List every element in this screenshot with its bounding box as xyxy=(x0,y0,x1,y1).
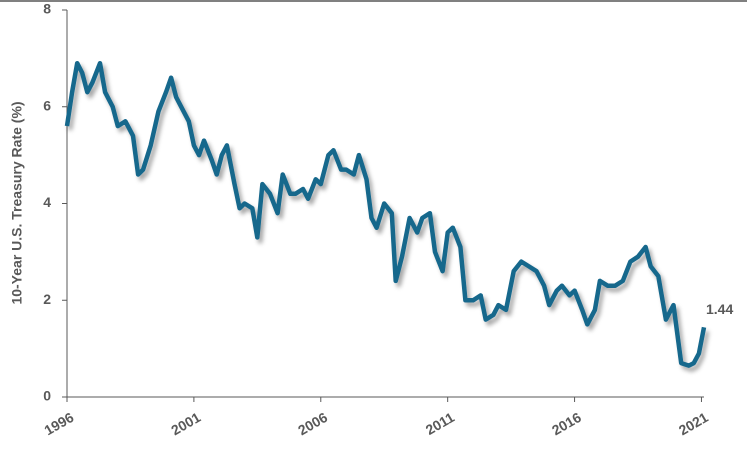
y-axis-label: 10-Year U.S. Treasury Rate (%) xyxy=(9,101,25,304)
x-tick-label: 2011 xyxy=(423,409,457,438)
x-tick-label: 1996 xyxy=(41,409,76,439)
x-tick-label: 2006 xyxy=(295,409,330,439)
y-tick-label: 0 xyxy=(43,388,51,404)
rate-line xyxy=(64,60,707,368)
x-tick-label: 2016 xyxy=(549,409,584,439)
end-annotation: 1.44 xyxy=(706,301,733,317)
y-tick-label: 2 xyxy=(43,291,51,307)
y-tick-label: 8 xyxy=(43,1,51,17)
x-tick-label: 2001 xyxy=(168,409,203,439)
y-tick-label: 4 xyxy=(43,194,51,210)
x-tick-label: 2021 xyxy=(676,409,711,439)
y-tick-label: 6 xyxy=(43,97,51,113)
